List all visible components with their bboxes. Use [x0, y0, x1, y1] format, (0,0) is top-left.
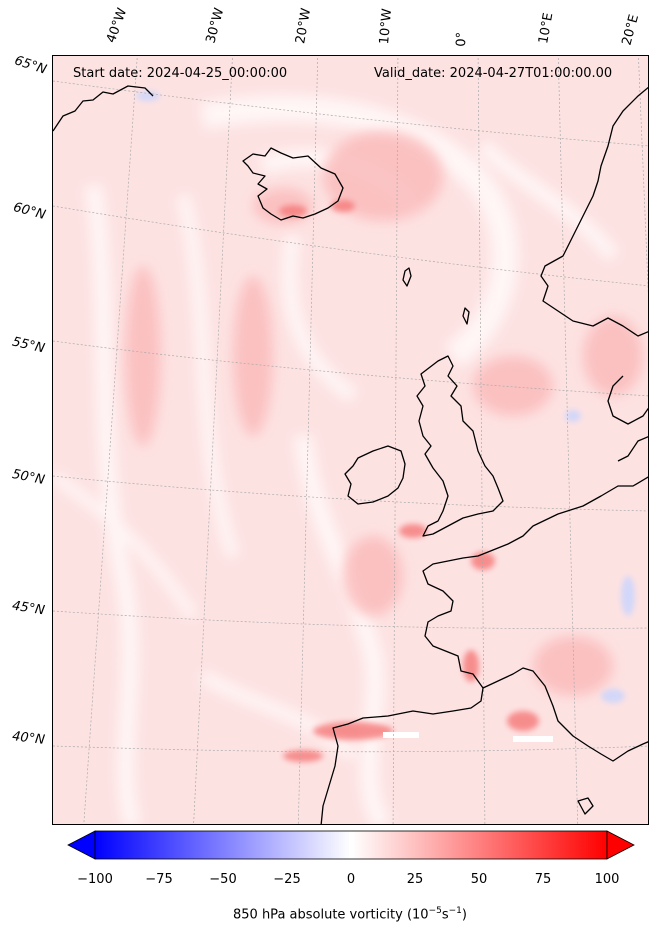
lat-label-45n: 45°N — [11, 598, 46, 619]
ireland-coast — [344, 445, 406, 505]
scandinavia-coast — [540, 86, 648, 337]
colorbar-tick-label: 25 — [406, 872, 424, 887]
colorbar-label: 850 hPa absolute vorticity (10−5s−1) — [233, 906, 467, 923]
colorbar-max-extend — [606, 830, 635, 860]
lat-label-40n: 40°N — [11, 729, 46, 748]
lon-label-20w: 20°W — [293, 7, 315, 46]
iceland-coast — [242, 147, 344, 221]
colorbar-tick-label: −100 — [77, 872, 113, 887]
valid-date-label: Valid_date: 2024-04-27T01:00:00.00 — [374, 66, 613, 81]
lat-label-55n: 55°N — [10, 334, 47, 357]
colorbar-tick-label: −50 — [209, 872, 237, 887]
lon-label-10e: 10°E — [536, 11, 557, 45]
lon-label-0: 0° — [454, 31, 470, 47]
great-britain-coast — [416, 355, 504, 537]
colorbar — [67, 830, 635, 860]
vorticity-map[interactable] — [52, 55, 649, 825]
colorbar-tick-label: 0 — [346, 872, 356, 887]
strong-vorticity-cores — [279, 200, 539, 762]
lat-label-50n: 50°N — [10, 467, 46, 488]
masked-strip — [383, 732, 419, 738]
lon-label-40w: 40°W — [103, 6, 131, 45]
colorbar-gradient — [94, 830, 608, 860]
colorbar-tick-label: −75 — [145, 872, 173, 887]
coastlines — [53, 85, 648, 824]
continent-coast — [320, 476, 648, 824]
lon-label-30w: 30°W — [203, 6, 228, 45]
colorbar-min-extend — [67, 830, 96, 860]
map-canvas — [53, 56, 648, 824]
lon-label-10w: 10°W — [377, 7, 396, 45]
colorbar-tick-label: −25 — [273, 872, 301, 887]
negative-vorticity-spots — [136, 91, 635, 703]
masked-strip — [513, 736, 553, 742]
colorbar-tick-label: 50 — [470, 872, 488, 887]
lat-label-60n: 60°N — [11, 200, 48, 223]
colorbar-tick-label: 100 — [594, 872, 620, 887]
lat-label-65n: 65°N — [12, 53, 49, 78]
colorbar-tick-label: 75 — [534, 872, 552, 887]
lon-label-20e: 20°E — [619, 12, 643, 48]
graticule — [53, 56, 648, 824]
positive-vorticity-patches — [125, 131, 643, 696]
start-date-label: Start date: 2024-04-25_00:00:00 — [73, 66, 288, 81]
